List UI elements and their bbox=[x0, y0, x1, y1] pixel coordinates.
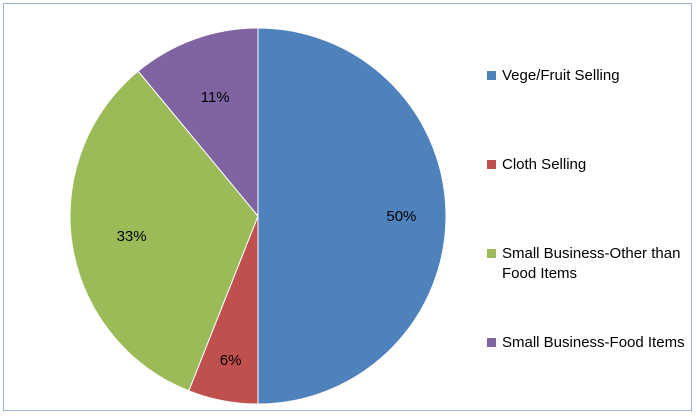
legend-item-small-business-food: Small Business-Food Items bbox=[487, 333, 687, 353]
pie-slice-small-business-food-items bbox=[137, 27, 259, 218]
legend-label-small-business-other: Small Business-Other than Food Items bbox=[502, 245, 681, 282]
chart-area: 50% 6% 33% 11% Vege/Fruit Selling Cloth Sel… bbox=[3, 3, 692, 411]
pie-slice-small-business-other-than-food-items bbox=[69, 70, 259, 392]
legend-swatch-small-business-food bbox=[487, 338, 496, 347]
legend-swatch-small-business-other bbox=[487, 249, 496, 258]
data-label-small-business-food-items: 11% bbox=[201, 89, 230, 106]
legend-label-vege-fruit-selling: Vege/Fruit Selling bbox=[502, 67, 620, 84]
pie-slice-vege-fruit-selling bbox=[257, 27, 447, 405]
legend-label-small-business-food: Small Business-Food Items bbox=[502, 334, 685, 351]
data-label-cloth-selling: 6% bbox=[220, 352, 242, 369]
legend-item-vege-fruit-selling: Vege/Fruit Selling bbox=[487, 66, 687, 86]
data-label-small-business-other-than-food-items: 33% bbox=[117, 228, 147, 245]
legend-label-cloth-selling: Cloth Selling bbox=[502, 156, 587, 173]
legend-item-small-business-other: Small Business-Other than Food Items bbox=[487, 244, 687, 284]
legend-swatch-vege-fruit-selling bbox=[487, 71, 496, 80]
pie-chart: 50% 6% 33% 11% bbox=[69, 27, 447, 405]
legend-item-cloth-selling: Cloth Selling bbox=[487, 155, 687, 175]
legend-swatch-cloth-selling bbox=[487, 160, 496, 169]
legend: Vege/Fruit Selling Cloth Selling Small B… bbox=[487, 4, 687, 412]
data-label-vege-fruit-selling: 50% bbox=[386, 208, 416, 225]
